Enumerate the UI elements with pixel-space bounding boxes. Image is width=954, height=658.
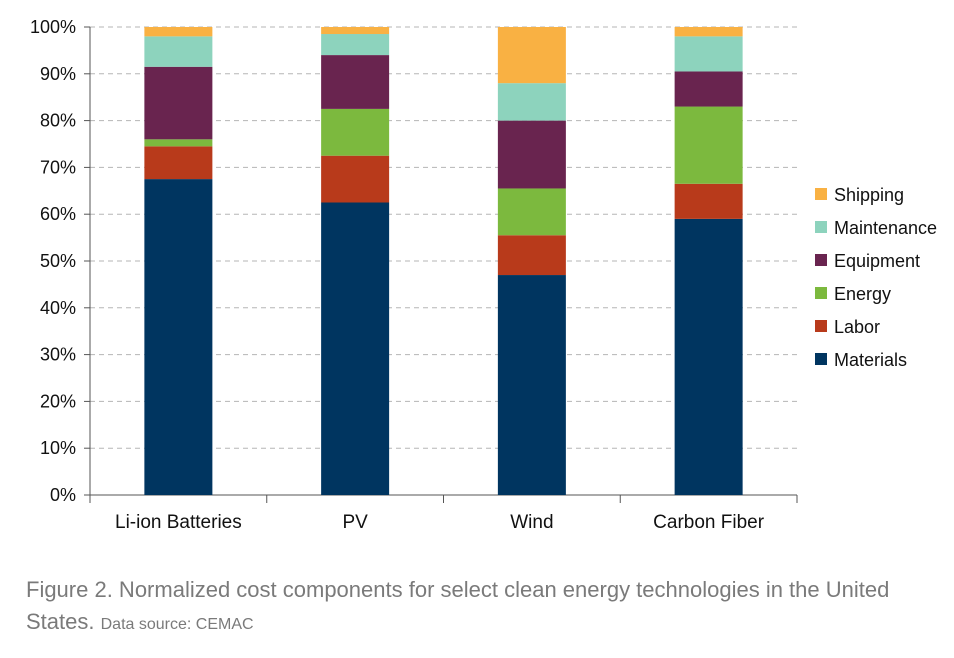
y-tick-label: 90% <box>40 64 76 84</box>
bar-segment-energy <box>497 188 566 236</box>
legend-swatch <box>815 188 827 200</box>
bar-segment-energy <box>144 139 213 147</box>
x-tick-label: Carbon Fiber <box>653 512 765 533</box>
bar-segment-maintenance <box>674 36 743 72</box>
legend-label: Maintenance <box>834 218 937 238</box>
bar-segment-labor <box>321 155 390 203</box>
x-tick-label: Li-ion Batteries <box>115 512 242 533</box>
y-tick-label: 30% <box>40 345 76 365</box>
bar-segment-materials <box>497 275 566 495</box>
bar-segment-equipment <box>497 120 566 189</box>
legend-swatch <box>815 254 827 266</box>
legend-swatch <box>815 287 827 299</box>
bar-segment-labor <box>497 235 566 276</box>
bar-segment-equipment <box>144 66 213 140</box>
caption-source: Data source: CEMAC <box>100 616 254 633</box>
bar-segment-materials <box>144 179 213 495</box>
bar-segment-maintenance <box>144 36 213 67</box>
bar-segment-materials <box>321 202 390 495</box>
bar-segment-labor <box>674 183 743 219</box>
y-tick-label: 70% <box>40 157 76 177</box>
y-tick-label: 10% <box>40 438 76 458</box>
bar-segment-energy <box>674 106 743 184</box>
y-tick-label: 60% <box>40 204 76 224</box>
bar-segment-energy <box>321 108 390 156</box>
bar-segment-shipping <box>497 27 566 84</box>
stacked-bar-chart: 0% 10% 20% 30% 40% 50% 60% 70% 80% 90% 100% Li-ion … <box>30 17 937 533</box>
bar-segment-materials <box>674 218 743 495</box>
caption-main: Figure 2. Normalized cost components for… <box>26 577 890 634</box>
legend-swatch <box>815 221 827 233</box>
y-tick-label: 80% <box>40 111 76 131</box>
y-tick-label: 100% <box>30 17 76 37</box>
bar-segment-shipping <box>144 27 213 37</box>
y-tick-label: 0% <box>50 485 76 505</box>
legend-label: Labor <box>834 317 880 337</box>
legend-swatch <box>815 353 827 365</box>
legend-swatch <box>815 320 827 332</box>
bar-segment-equipment <box>321 55 390 109</box>
bar-segment-shipping <box>321 27 390 35</box>
y-tick-label: 20% <box>40 391 76 411</box>
bar-segment-shipping <box>674 27 743 37</box>
bar-segment-equipment <box>674 71 743 107</box>
bar-segment-maintenance <box>321 34 390 56</box>
legend-label: Shipping <box>834 185 904 205</box>
x-tick-label: Wind <box>510 512 553 533</box>
figure-caption: Figure 2. Normalized cost components for… <box>26 574 926 641</box>
legend-label: Materials <box>834 350 907 370</box>
y-tick-label: 40% <box>40 298 76 318</box>
legend-label: Equipment <box>834 251 920 271</box>
bar-segment-labor <box>144 146 213 180</box>
y-tick-label: 50% <box>40 251 76 271</box>
bar-segment-maintenance <box>497 83 566 121</box>
legend-label: Energy <box>834 284 891 304</box>
x-tick-label: PV <box>342 512 368 533</box>
